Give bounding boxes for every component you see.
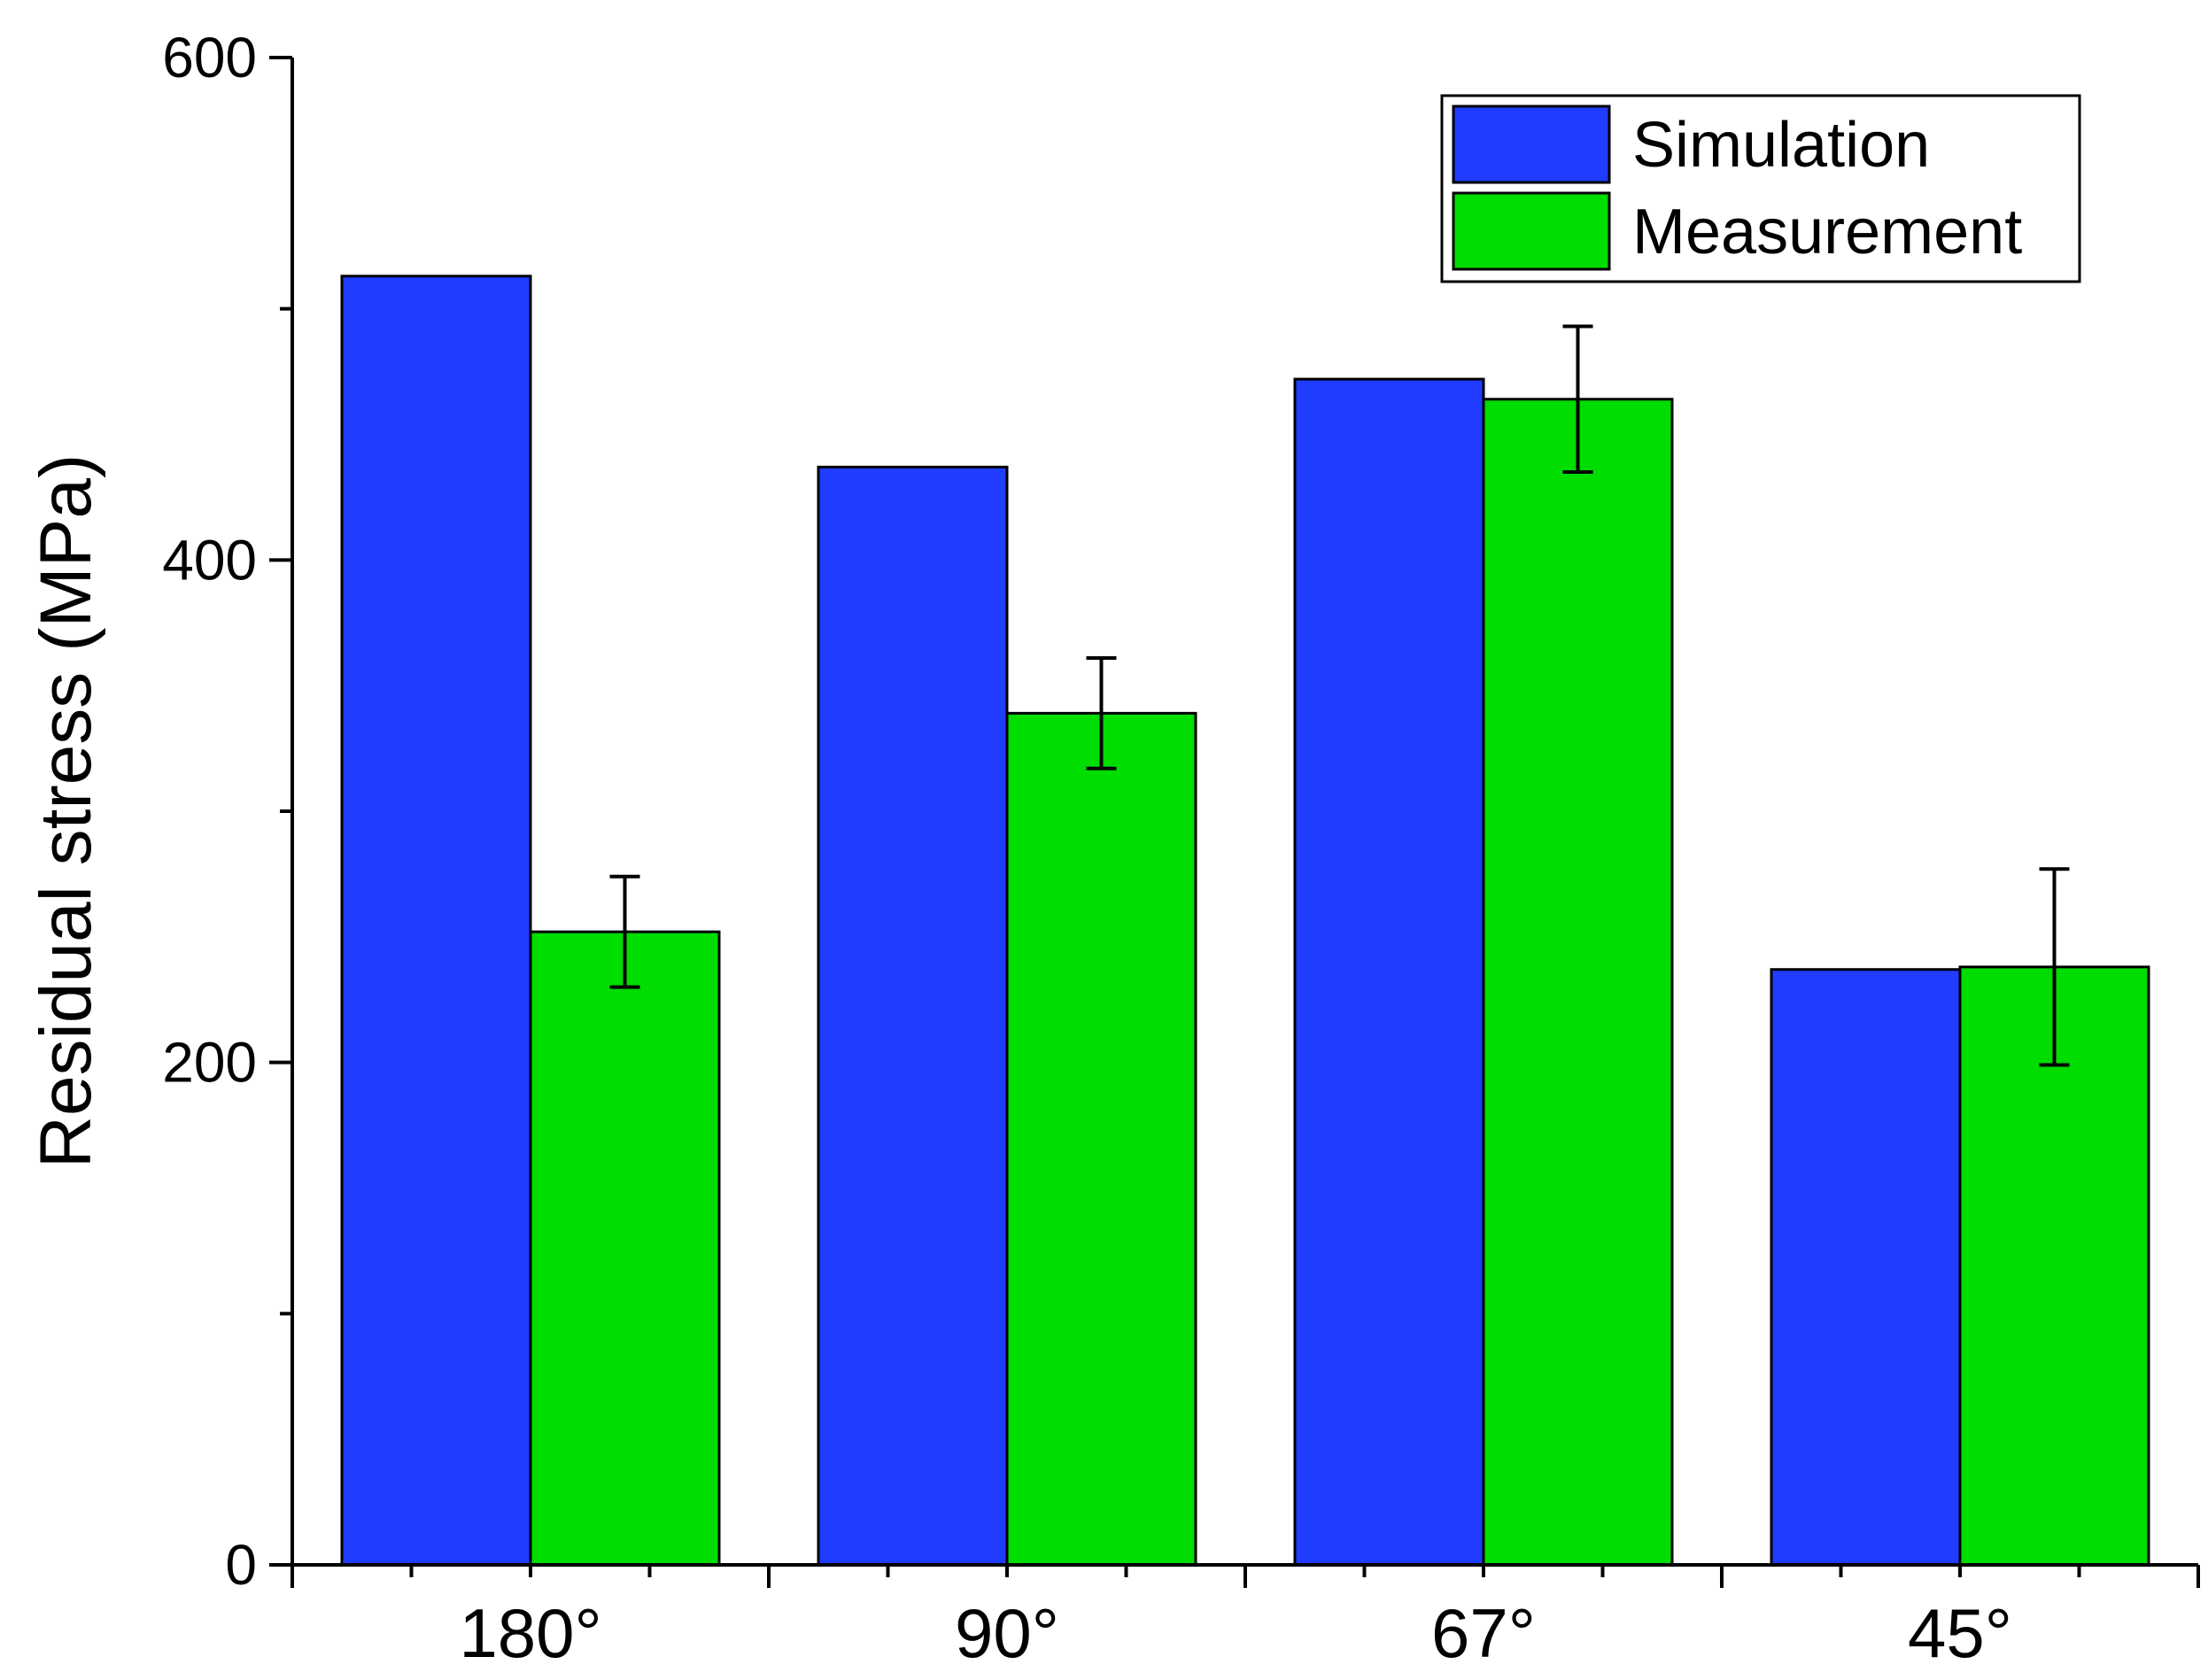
x-ticks: 180° 90° 67° 45°: [291, 1565, 2200, 1672]
y-ticks: 0 200 400 600: [162, 26, 292, 1597]
legend: Simulation Measurement: [1440, 94, 2081, 283]
bar-measurement-1: [1005, 711, 1197, 1567]
bar-measurement-2: [1482, 398, 1674, 1567]
y-axis-label: Residual stress (MPa): [26, 454, 106, 1169]
x-tick-label: 45°: [1908, 1594, 2012, 1672]
bar-simulation-2: [1293, 377, 1485, 1567]
legend-swatch-measurement: [1452, 191, 1611, 271]
legend-label-measurement: Measurement: [1632, 197, 2022, 267]
bar-simulation-1: [817, 465, 1009, 1567]
error-bars: [609, 324, 2070, 1067]
bar-measurement-0: [529, 930, 721, 1567]
bars: [340, 275, 2150, 1567]
legend-swatch-simulation: [1452, 105, 1611, 184]
y-tick-label: 600: [162, 26, 257, 89]
bar-simulation-3: [1770, 968, 1962, 1567]
y-tick-label: 0: [225, 1533, 257, 1597]
legend-label-simulation: Simulation: [1632, 110, 1930, 181]
y-tick-label: 200: [162, 1031, 257, 1095]
x-tick-label: 67°: [1431, 1594, 1536, 1672]
x-tick-label: 180°: [459, 1594, 601, 1672]
bar-simulation-0: [340, 275, 532, 1567]
y-tick-label: 400: [162, 528, 257, 592]
x-tick-label: 90°: [955, 1594, 1059, 1672]
